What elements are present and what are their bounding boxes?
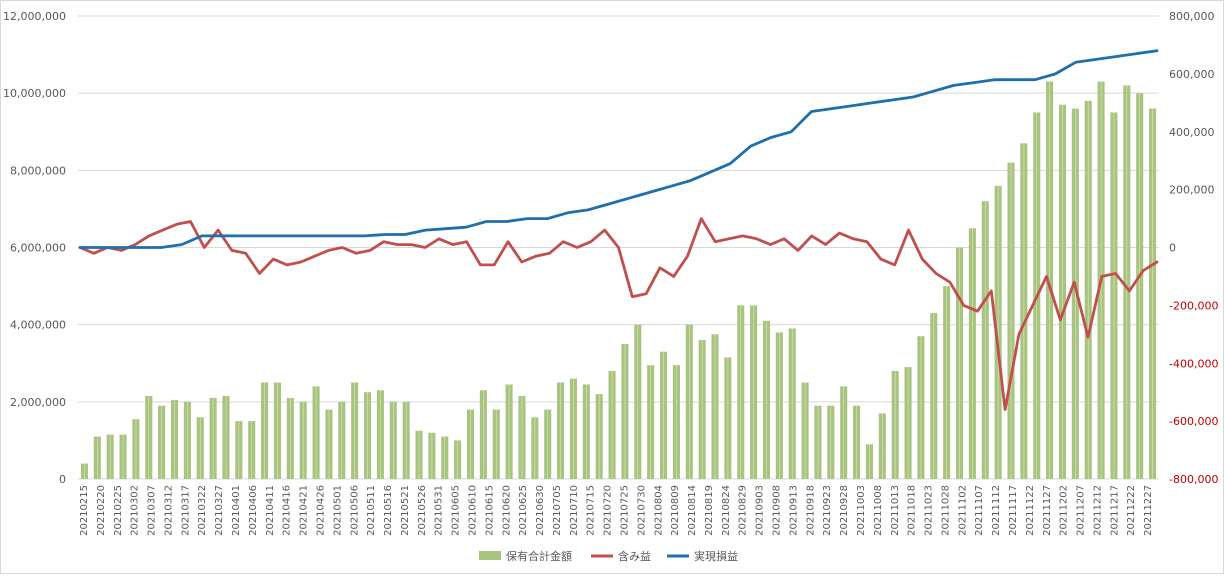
line-series [78,49,1159,412]
x-tick-label: 20211217 [1109,485,1120,536]
x-tick-label: 20211227 [1143,485,1154,536]
left-tick-label: 10,000,000 [3,87,66,100]
x-tick-label: 20210819 [704,485,715,536]
gridlines [78,15,1159,480]
right-tick-label: 0 [1169,242,1176,255]
x-tick-label: 20210824 [721,485,732,536]
left-tick-label: 6,000,000 [10,242,66,255]
legend: 保有合計金額 含み益 実現損益 [479,549,738,563]
x-tick-label: 20210923 [822,485,833,536]
x-tick-label: 20210918 [805,485,816,536]
right-tick-label: 200,000 [1169,184,1215,197]
x-tick-label: 20210710 [569,485,580,536]
right-tick-label: -600,000 [1169,415,1218,428]
x-tick-label: 20211023 [924,485,935,536]
x-tick-label: 20210526 [417,485,428,536]
x-tick-label: 20210521 [400,485,411,536]
x-tick-label: 20210615 [484,485,495,536]
x-tick-label: 20210302 [130,485,141,536]
x-tick-label: 20210720 [603,485,614,536]
x-tick-label: 20210421 [299,485,310,536]
x-tick-label: 20210903 [755,485,766,536]
x-tick-label: 20210725 [620,485,631,536]
x-tick-label: 20210610 [467,485,478,536]
realized-pnl-line [78,49,1159,249]
right-tick-label: 400,000 [1169,126,1215,139]
x-tick-label: 20210426 [315,485,326,536]
x-tick-label: 20211018 [907,485,918,536]
x-tick-label: 20210620 [501,485,512,536]
x-tick-label: 20210814 [687,485,698,536]
unrealized-pnl-line [78,217,1159,412]
x-tick-label: 20211028 [940,485,951,536]
x-tick-label: 20210605 [451,485,462,536]
x-tick-label: 20210908 [772,485,783,536]
x-tick-label: 20210804 [653,485,664,536]
x-tick-label: 20210220 [96,485,107,536]
x-tick-label: 20211003 [856,485,867,536]
x-tick-label: 20210913 [788,485,799,536]
x-tick-label: 20210307 [147,485,158,536]
x-tick-label: 20210715 [586,485,597,536]
x-tick-label: 20210312 [163,485,174,536]
x-tick-label: 20210506 [349,485,360,536]
x-tick-label: 20210401 [231,485,242,536]
legend-swatch-holdings [479,551,501,560]
bar-series-holdings [80,81,1157,480]
legend-label: 保有合計金額 [506,549,572,563]
x-tick-label: 20210317 [180,485,191,536]
legend-label: 含み益 [618,549,651,563]
x-tick-label: 20210730 [636,485,647,536]
x-tick-label: 20210215 [79,485,90,536]
x-tick-label: 20211008 [873,485,884,536]
x-tick-label: 20211112 [991,485,1002,536]
x-tick-label: 20210809 [670,485,681,536]
legend-label: 実現損益 [694,549,738,563]
left-tick-label: 8,000,000 [10,164,66,177]
x-tick-label: 20211013 [890,485,901,536]
x-tick-label: 20210511 [366,485,377,536]
x-tick-label: 20210225 [113,485,124,536]
left-tick-label: 12,000,000 [3,10,66,23]
x-tick-label: 20211202 [1059,485,1070,536]
left-tick-label: 2,000,000 [10,396,66,409]
x-tick-label: 20210516 [383,485,394,536]
x-tick-label: 20211127 [1042,485,1053,536]
left-tick-label: 0 [59,473,66,486]
x-tick-label: 20211207 [1076,485,1087,536]
x-tick-label: 20211212 [1092,485,1103,536]
x-tick-label: 20210411 [265,485,276,536]
x-tick-label: 20211117 [1008,485,1019,536]
right-tick-label: -400,000 [1169,357,1218,370]
x-tick-label: 20210928 [839,485,850,536]
right-y-axis: -800,000 -600,000 -400,000 -200,000 0 200,000… [1169,10,1218,486]
left-tick-label: 4,000,000 [10,319,66,332]
x-tick-label: 20211102 [957,485,968,536]
x-tick-label: 20210531 [434,485,445,536]
x-tick-label: 20210501 [332,485,343,536]
right-tick-label: -200,000 [1169,299,1218,312]
x-tick-label: 20210705 [552,485,563,536]
x-tick-label: 20210416 [282,485,293,536]
x-tick-label: 20210625 [518,485,529,536]
x-tick-label: 20210630 [535,485,546,536]
x-axis: 20210215 20210220 20210225 20210302 20210307… [79,485,1154,536]
right-tick-label: 600,000 [1169,68,1215,81]
x-tick-label: 20210327 [214,485,225,536]
right-tick-label: -800,000 [1169,473,1218,486]
x-tick-label: 20211122 [1025,485,1036,536]
right-tick-label: 800,000 [1169,10,1215,23]
x-tick-label: 20211222 [1126,485,1137,536]
x-tick-label: 20210829 [738,485,749,536]
x-tick-label: 20211107 [974,485,985,536]
x-tick-label: 20210322 [197,485,208,536]
left-y-axis: 0 2,000,000 4,000,000 6,000,000 8,000,000 10,… [3,10,66,486]
x-tick-label: 20210406 [248,485,259,536]
